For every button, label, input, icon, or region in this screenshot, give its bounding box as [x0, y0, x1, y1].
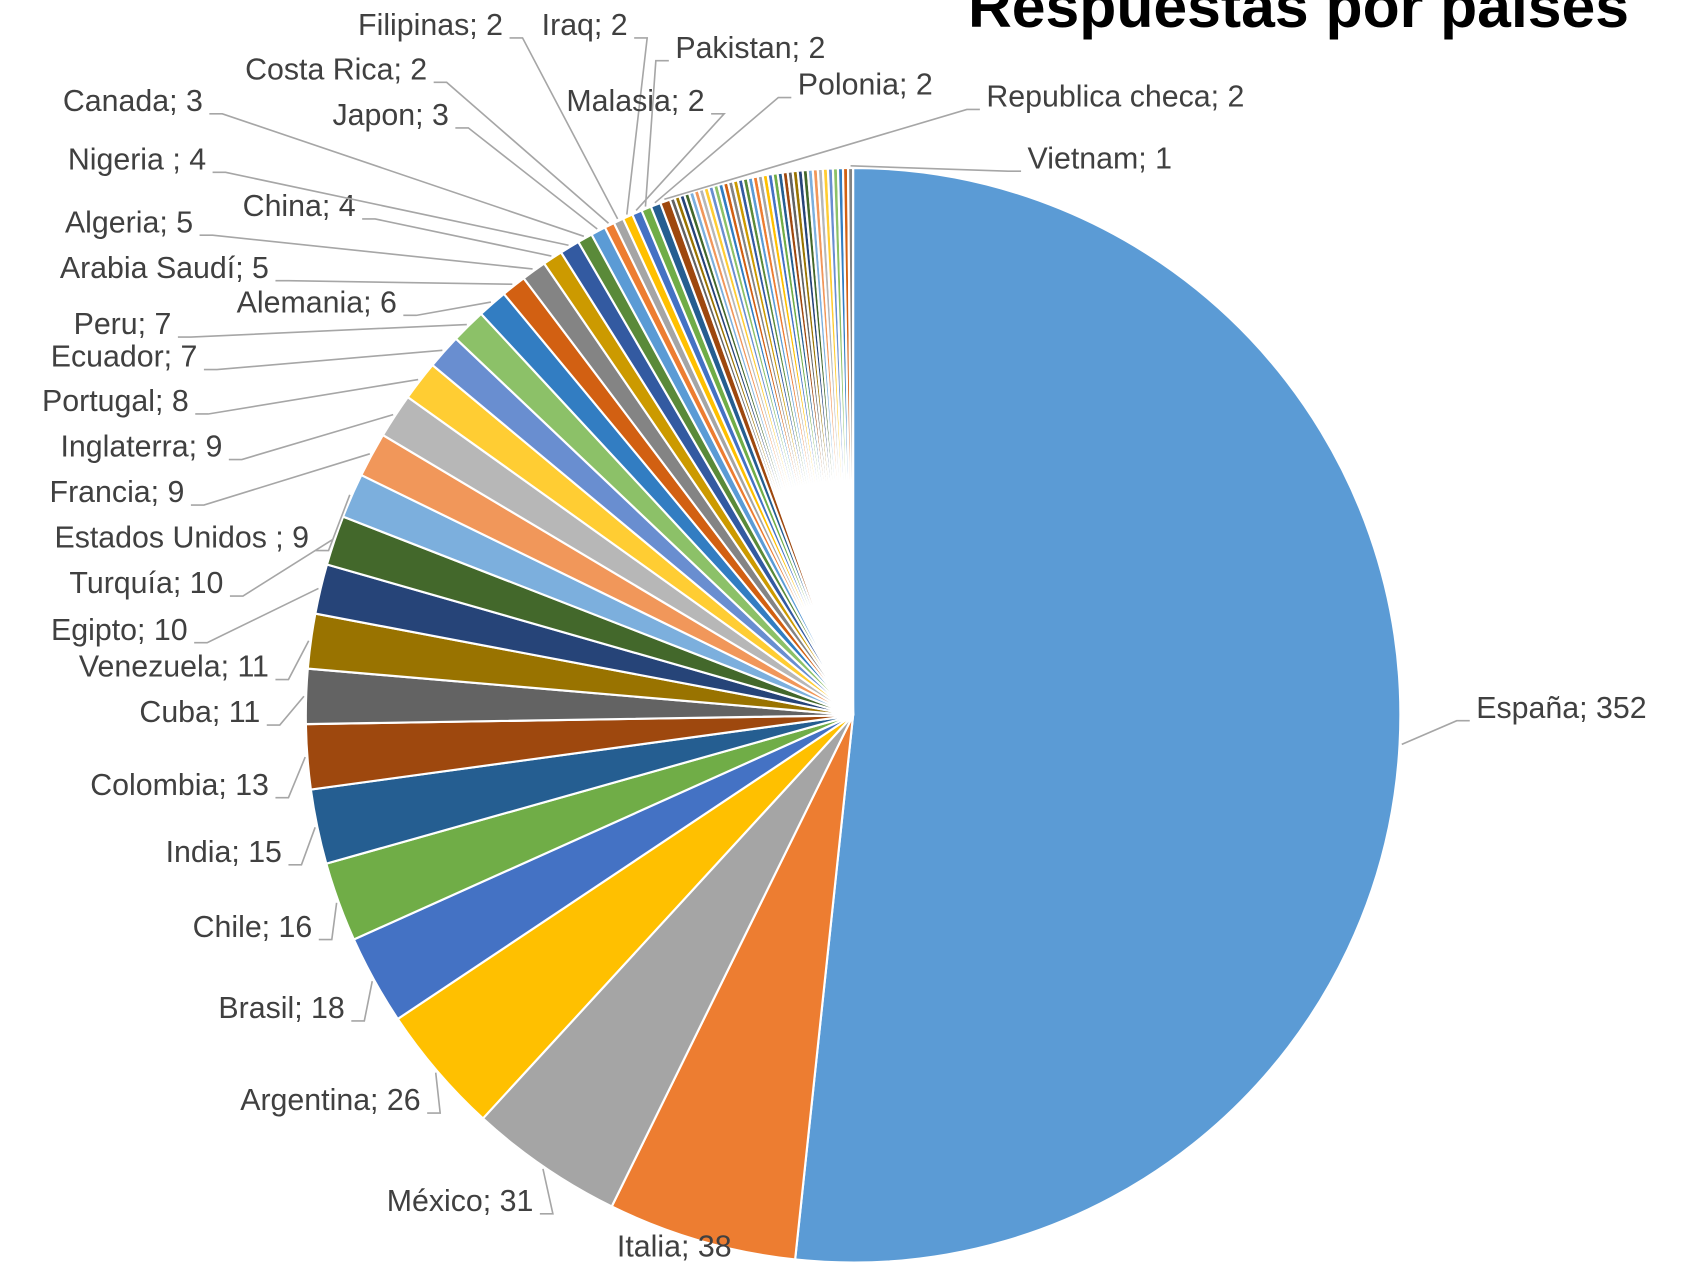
leader-line [455, 127, 598, 230]
leader-line [275, 640, 310, 681]
leader-line [644, 59, 669, 207]
data-label: Alemania; 6 [237, 287, 397, 320]
leader-line [199, 234, 533, 270]
data-label: Algeria; 5 [65, 206, 193, 239]
data-label: Vietnam; 1 [1028, 142, 1172, 175]
data-label: Chile; 16 [193, 911, 313, 944]
leader-line [427, 1072, 442, 1114]
leader-line [275, 756, 306, 799]
leader-line [362, 218, 552, 257]
leader-line [626, 37, 649, 215]
leader-line [266, 695, 305, 726]
leader-line [433, 81, 610, 224]
data-label: Japon; 3 [332, 99, 448, 132]
data-label: Italia; 38 [617, 1231, 732, 1264]
leader-line [539, 1168, 554, 1215]
data-label: China; 4 [243, 190, 356, 223]
leader-line [212, 171, 569, 247]
leader-line [203, 349, 443, 371]
leader-line [654, 96, 792, 204]
leader-line [318, 902, 338, 941]
data-label: Portugal; 8 [42, 385, 189, 418]
leader-line [229, 539, 333, 597]
leader-line [275, 279, 513, 286]
leader-line [509, 37, 619, 220]
leader-line [177, 323, 467, 338]
data-label: Peru; 7 [74, 308, 172, 341]
data-label: Malasia; 2 [566, 85, 704, 118]
pie-slice [481, 714, 855, 1208]
data-label: Inglaterra; 9 [60, 431, 222, 464]
leader-line [635, 112, 726, 212]
data-label: Arabia Saudí; 5 [60, 252, 269, 285]
leader-line [315, 494, 351, 552]
leader-line [351, 981, 374, 1022]
data-label: Canada; 3 [63, 85, 203, 118]
leader-line [190, 453, 371, 506]
data-label: Venezuela; 11 [79, 651, 269, 684]
leader-line [664, 108, 980, 201]
data-label: Francia; 9 [50, 476, 185, 509]
pie-slice [846, 166, 855, 716]
pie-slice [793, 166, 1402, 1264]
data-label: Colombia; 13 [90, 769, 269, 802]
data-label: Estados Unidos ; 9 [54, 522, 309, 555]
leader-line [850, 165, 1022, 173]
leader-line [195, 378, 419, 415]
data-label: Polonia; 2 [798, 69, 933, 102]
data-label: Filipinas; 2 [358, 9, 503, 42]
leader-line [194, 587, 319, 644]
data-label: Republica checa; 2 [986, 81, 1244, 114]
data-label: España; 352 [1476, 692, 1646, 725]
data-label: Costa Rica; 2 [245, 54, 427, 87]
data-label: Turquía; 10 [69, 567, 223, 600]
data-label: México; 31 [387, 1185, 534, 1218]
data-label: Brasil; 18 [218, 992, 344, 1025]
data-label: Argentina; 26 [240, 1084, 420, 1117]
data-label: Egipto; 10 [51, 614, 188, 647]
data-label: Ecuador; 7 [51, 341, 198, 374]
data-label: Cuba; 11 [139, 696, 260, 729]
leader-line [228, 413, 394, 461]
data-label: Pakistan; 2 [675, 32, 825, 65]
leader-line [209, 112, 585, 238]
pie-slice [610, 714, 855, 1261]
data-label: Nigeria ; 4 [68, 143, 206, 176]
data-label: India; 15 [166, 836, 282, 869]
chart-title: Respuestas por países [968, 0, 1629, 40]
data-label: Iraq; 2 [542, 9, 628, 42]
leader-line [288, 827, 316, 866]
leader-line [403, 301, 492, 317]
leader-line [1401, 719, 1470, 746]
